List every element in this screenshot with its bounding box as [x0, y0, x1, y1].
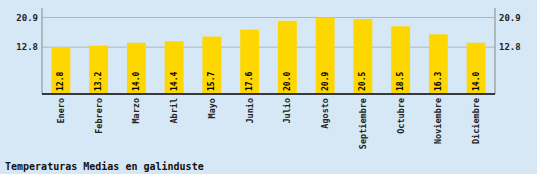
bar [240, 30, 259, 94]
grid-line [42, 47, 495, 48]
x-tick-label: Abril [169, 98, 179, 124]
x-tick-label: Noviembre [433, 98, 443, 144]
data-label: 14.0 [472, 72, 481, 91]
baseline [42, 93, 495, 95]
data-label: 14.0 [132, 72, 141, 91]
data-label: 18.5 [396, 72, 405, 91]
x-tick-label: Agosto [320, 98, 330, 129]
x-tick-label: Junio [245, 98, 255, 124]
bar [429, 34, 448, 94]
bar [127, 43, 146, 94]
bar [165, 41, 184, 94]
data-label: 20.0 [283, 72, 292, 91]
bar [278, 21, 297, 94]
x-tick-label: Septiembre [358, 98, 368, 149]
y-tick-label: 20.9 [16, 13, 38, 23]
x-tick-label: Enero [56, 98, 66, 124]
bar [51, 47, 70, 94]
y2-tick-label: 12.8 [499, 42, 521, 52]
data-label: 17.6 [245, 72, 254, 91]
data-label: 15.7 [207, 72, 216, 91]
y-axis-line [42, 8, 43, 94]
y2-tick-label: 20.9 [499, 13, 521, 23]
bar [202, 37, 221, 94]
data-label: 20.9 [321, 72, 330, 91]
bar [89, 46, 108, 94]
title: Temperaturas Medias en galinduste [5, 161, 204, 172]
bars [51, 18, 485, 94]
x-tick-label: Febrero [94, 98, 104, 134]
background [0, 0, 537, 174]
x-tick-label: Marzo [131, 98, 141, 124]
y-tick-label: 12.8 [16, 42, 38, 52]
chart-container: 12.8 13.2 14.0 14.4 15.7 17.6 20.0 20.9 20.5 18.5… [0, 0, 537, 174]
chart-svg: 12.8 13.2 14.0 14.4 15.7 17.6 20.0 20.9 20.5 18.5… [0, 0, 537, 174]
x-tick-label: Octubre [396, 98, 406, 134]
bar [353, 19, 372, 94]
bar [391, 26, 410, 94]
x-tick-label: Mayo [207, 98, 217, 118]
y2-axis-line [495, 8, 496, 94]
data-label: 14.4 [170, 72, 179, 91]
data-label: 16.3 [434, 72, 443, 91]
x-tick-label: Diciembre [471, 98, 481, 144]
grid-line [42, 17, 495, 18]
bar [467, 43, 486, 94]
data-label: 12.8 [56, 72, 65, 91]
data-label: 20.5 [358, 72, 367, 91]
x-tick-label: Julio [282, 98, 292, 124]
bar [316, 18, 335, 94]
data-label: 13.2 [94, 72, 103, 91]
